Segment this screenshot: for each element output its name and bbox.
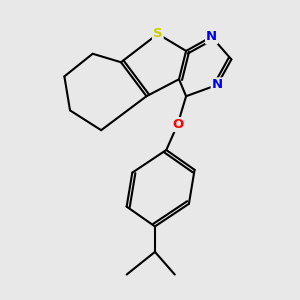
Text: N: N [206, 30, 217, 43]
Text: O: O [172, 118, 183, 131]
Text: S: S [153, 27, 163, 40]
Text: N: N [212, 78, 223, 92]
